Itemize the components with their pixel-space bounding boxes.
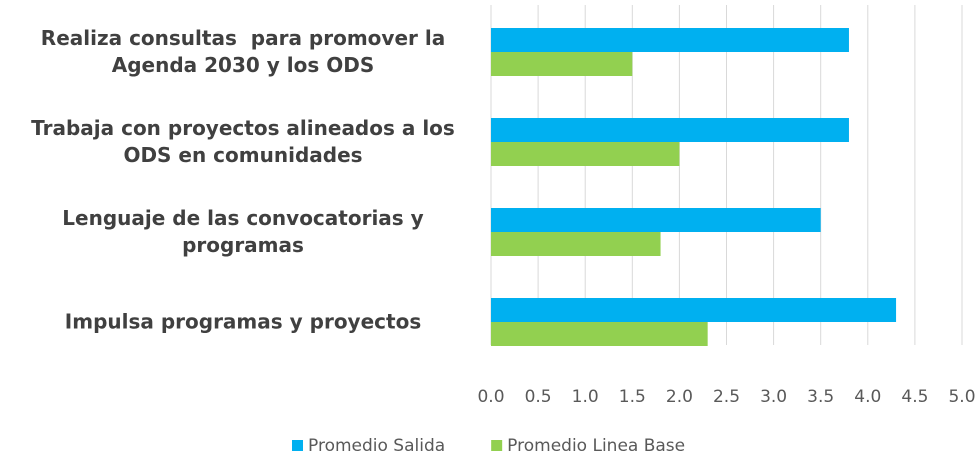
x-tick-label: 2.0 — [666, 387, 693, 407]
x-tick-label: 0.0 — [477, 387, 504, 407]
x-tick-label: 4.0 — [854, 387, 881, 407]
x-tick-label: 0.5 — [525, 387, 552, 407]
x-tick-label: 2.5 — [713, 387, 740, 407]
bar — [491, 322, 708, 346]
bar — [491, 208, 821, 232]
x-tick-label: 4.5 — [901, 387, 928, 407]
legend-swatch — [292, 440, 303, 451]
category-label: Impulsa programas y proyectos — [64, 309, 422, 334]
bar — [491, 142, 680, 166]
category-label: Realiza consultas para promover la Agend… — [40, 26, 453, 77]
legend-swatch — [491, 440, 503, 451]
x-tick-label: 3.0 — [760, 387, 787, 407]
bar — [491, 52, 633, 76]
x-tick-label: 1.5 — [619, 387, 646, 407]
bar — [491, 298, 897, 322]
legend-label: Promedio Linea Base — [507, 436, 685, 456]
x-tick-label: 1.0 — [572, 387, 599, 407]
bar — [491, 232, 661, 256]
bar — [491, 28, 849, 52]
x-tick-label: 3.5 — [807, 387, 834, 407]
category-label: Lenguaje de las convocatorias y programa… — [62, 206, 431, 257]
legend-label: Promedio Salida — [308, 436, 445, 456]
x-tick-label: 5.0 — [948, 387, 975, 407]
bar — [491, 118, 849, 142]
category-label: Trabaja con proyectos alineados a los OD… — [31, 116, 462, 167]
